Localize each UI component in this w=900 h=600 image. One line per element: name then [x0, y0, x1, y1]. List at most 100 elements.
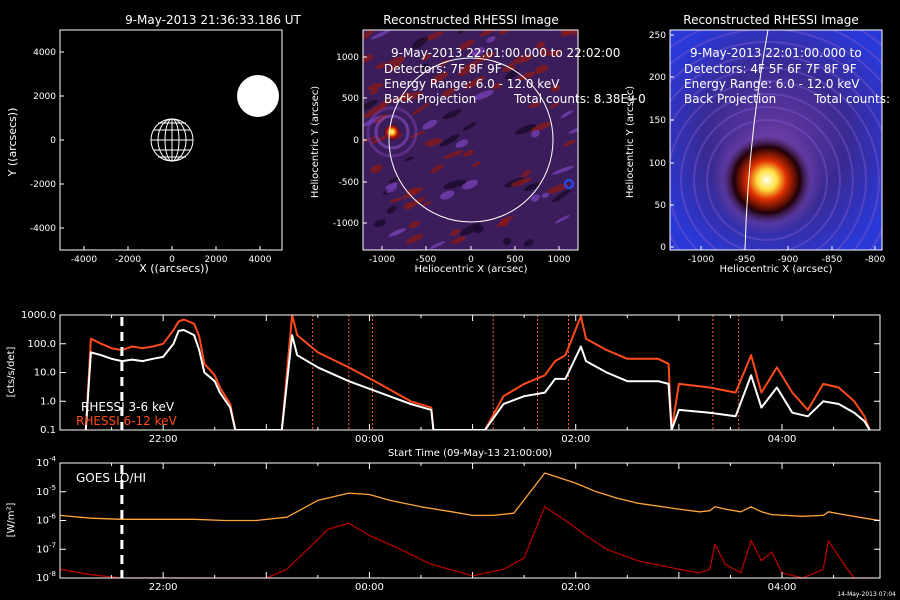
- rhessi-lc-frame: [59, 314, 881, 431]
- x-tick-label: -850: [822, 255, 843, 265]
- image2-method: Back Projection: [684, 92, 776, 106]
- x-tick-label: 04:00: [768, 434, 797, 445]
- image2-energy: Energy Range: 6.0 - 12.0 keV: [684, 77, 860, 91]
- y-tick-label: 4000: [33, 48, 56, 58]
- sun-map-title: 9-May-2013 21:36:33.186 UT: [125, 13, 301, 27]
- series-goes-lo: [60, 472, 880, 522]
- y-tick-label: 10-7: [36, 541, 56, 555]
- y-tick-label: 0: [660, 243, 666, 253]
- x-tick-label: -1000: [688, 255, 714, 265]
- y-tick-label: 10-4: [36, 455, 56, 469]
- y-tick-label: -2000: [30, 180, 56, 190]
- image2-time: 9-May-2013 22:01:00.000 to: [690, 46, 862, 60]
- y-tick-label: 10-6: [36, 513, 56, 527]
- image2-frame: [669, 29, 883, 251]
- x-tick-label: -950: [735, 255, 756, 265]
- x-tick-label: 02:00: [561, 434, 590, 445]
- image1-time: 9-May-2013 22:01:00.000 to 22:02:00: [391, 46, 620, 60]
- y-tick-label: 1000: [336, 53, 359, 63]
- x-tick-label: 0: [169, 255, 175, 265]
- image2-raster: [670, 30, 882, 250]
- series-goes-hi: [60, 506, 875, 578]
- x-tick-label: -900: [778, 255, 799, 265]
- legend-rhessi-low: RHESSI 3-6 keV: [81, 400, 175, 414]
- y-tick-label: 50: [655, 201, 667, 211]
- image1-counts: Total counts: 8.38E+0: [513, 92, 646, 106]
- image1-energy: Energy Range: 6.0 - 12.0 keV: [384, 77, 560, 91]
- solar-disk-grid: [150, 118, 194, 162]
- x-tick-label: 1000: [548, 255, 571, 265]
- series-rhessi-3-6: [84, 329, 871, 430]
- image2-xlabel: Heliocentric X (arcsec): [719, 264, 832, 275]
- image1-raster: [363, 30, 578, 250]
- x-tick-label: 4000: [249, 255, 272, 265]
- x-tick-label: 04:00: [768, 582, 797, 593]
- x-tick-label: 22:00: [149, 434, 178, 445]
- image1-xlabel: Heliocentric X (arcsec): [414, 264, 527, 275]
- goes-frame: [59, 462, 881, 579]
- sun-map-xlabel: X ((arcsecs)): [139, 262, 209, 275]
- image2-annotations: 9-May-2013 22:01:00.000 to Detectors: 4F…: [684, 46, 890, 106]
- y-tick-label: 100: [649, 159, 666, 169]
- y-tick-label: 10.0: [34, 368, 56, 379]
- x-tick-label: -4000: [71, 255, 97, 265]
- sun-map-ticks: -4000 -2000 0 2000 4000 4000 2000 0 -2000 -4000: [30, 48, 272, 265]
- y-tick-label: 500: [342, 94, 359, 104]
- x-tick-label: 2000: [205, 255, 228, 265]
- y-tick-label: 100.0: [27, 339, 56, 350]
- x-tick-label: 02:00: [561, 582, 590, 593]
- goes-legend: GOES LO/HI: [76, 471, 146, 485]
- y-tick-label: -4000: [30, 224, 56, 234]
- image1-ylabel: Heliocentric Y (arcsec): [310, 86, 321, 198]
- image1-method: Back Projection: [384, 92, 476, 106]
- y-tick-label: 10-8: [36, 570, 56, 584]
- y-tick-label: 0.1: [40, 425, 56, 436]
- sun-map-panel: 9-May-2013 21:36:33.186 UT -4000 -2000 0 20…: [6, 13, 302, 275]
- image2-detectors: Detectors: 4F 5F 6F 7F 8F 9F: [684, 62, 857, 76]
- x-tick-label: 22:00: [149, 582, 178, 593]
- goes-lightcurve-panel: 10-4 10-5 10-6 10-7 10-8 22:00 00:00 02:00 04:00…: [6, 455, 896, 598]
- rhessi-lightcurve-panel: 1000.0 100.0 10.0 1.0 0.1 22:00 00:00 02:00 04:0…: [6, 310, 881, 459]
- goes-ticks: 10-4 10-5 10-6 10-7 10-8 22:00 00:00 02:00 04:00: [36, 455, 880, 593]
- x-tick-label: 00:00: [355, 434, 384, 445]
- image2-title: Reconstructed RHESSI Image: [683, 13, 858, 27]
- x-tick-label: 0: [468, 255, 474, 265]
- sun-map-ylabel: Y ((arcsecs)): [6, 108, 19, 178]
- x-tick-label: -500: [416, 255, 437, 265]
- y-tick-label: 10-5: [36, 484, 56, 498]
- image2-counts: Total counts:: [813, 92, 890, 106]
- y-tick-label: -500: [339, 178, 360, 188]
- legend-rhessi-high: RHESSI 6-12 keV: [76, 414, 177, 428]
- x-tick-label: 00:00: [355, 582, 384, 593]
- rhessi-image-panel-2: Reconstructed RHESSI Image 9-May-2013 22…: [625, 13, 890, 275]
- y-tick-label: 1000.0: [21, 310, 56, 321]
- image1-annotations: 9-May-2013 22:01:00.000 to 22:02:00 Dete…: [384, 46, 646, 106]
- rhessi-lc-ticks: 1000.0 100.0 10.0 1.0 0.1 22:00 00:00 02:00 04:0…: [21, 310, 880, 445]
- goes-lightcurve-series: [60, 472, 880, 578]
- y-tick-label: 0: [50, 136, 56, 146]
- rhessi-lc-ylabel: [cts/s/det]: [6, 347, 17, 398]
- rhessi-image-panel-1: Reconstructed RHESSI Image 9-May-2013 22…: [310, 13, 646, 275]
- image1-title: Reconstructed RHESSI Image: [383, 13, 558, 27]
- goes-ylabel: [W/m²]: [6, 502, 17, 537]
- image1-detectors: Detectors: 7F 8F 9F: [384, 62, 502, 76]
- x-tick-label: -2000: [115, 255, 141, 265]
- rhessi-lightcurve-series: [84, 315, 871, 430]
- image1-ticks: -1000 -500 0 500 1000 1000 500 0 -500 -1000: [333, 53, 571, 265]
- y-tick-label: 0: [353, 136, 359, 146]
- x-tick-label: -800: [865, 255, 886, 265]
- y-tick-label: 2000: [33, 92, 56, 102]
- x-tick-label: -1000: [369, 255, 395, 265]
- y-tick-label: -1000: [333, 219, 359, 229]
- rhessi-fov-disk: [237, 75, 279, 117]
- y-tick-label: 200: [649, 73, 666, 83]
- y-tick-label: 150: [649, 116, 666, 126]
- rhessi-lc-xlabel: Start Time (09-May-13 21:00:00): [388, 448, 552, 459]
- y-tick-label: 1.0: [40, 396, 56, 407]
- image2-ylabel: Heliocentric Y (arcsec): [625, 86, 636, 198]
- creation-timestamp: 14-May-2013 07:04: [837, 591, 896, 598]
- image2-ticks: -1000 -950 -900 -850 -800 250 200 150 100 50 0: [649, 31, 886, 265]
- y-tick-label: 250: [649, 31, 666, 41]
- x-tick-label: 500: [506, 255, 523, 265]
